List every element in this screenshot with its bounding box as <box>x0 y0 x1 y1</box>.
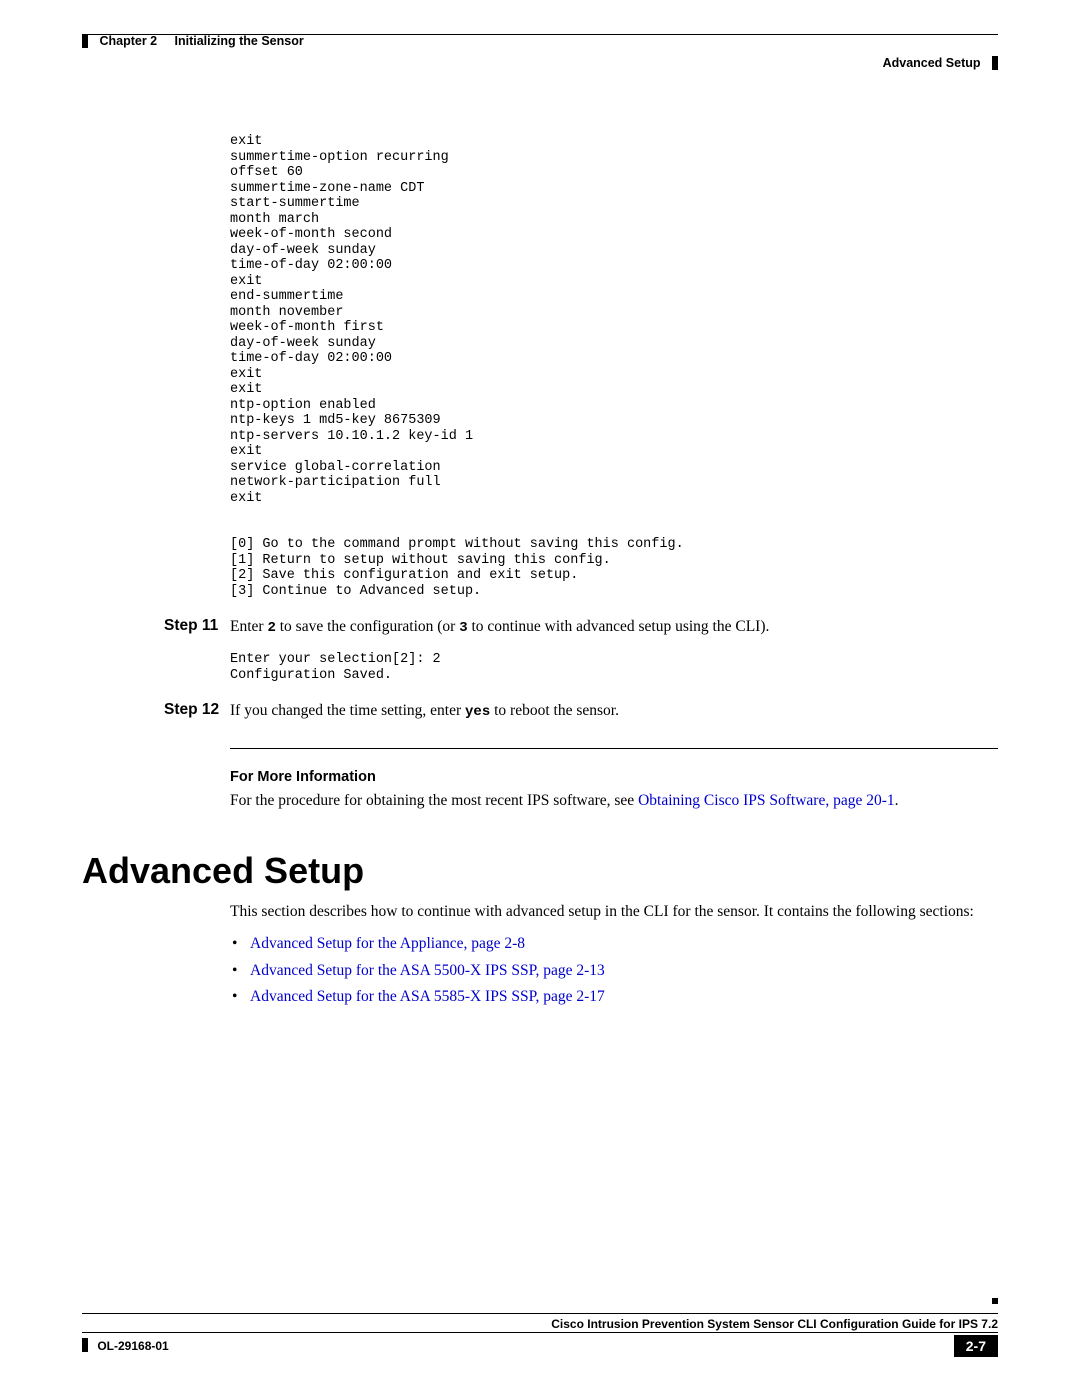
header-right-bar-icon <box>992 56 998 70</box>
step-11-code2: 3 <box>459 620 467 636</box>
for-more-text-pre: For the procedure for obtaining the most… <box>230 792 638 809</box>
code-block-2: Enter your selection[2]: 2 Configuration… <box>230 652 998 683</box>
bullet-link-2[interactable]: Advanced Setup for the ASA 5500-X IPS SS… <box>250 962 605 979</box>
step-12-code1: yes <box>465 704 490 720</box>
step-11-row: Step 11 Enter 2 to save the configuratio… <box>164 617 998 638</box>
step-11-mid: to save the configuration (or <box>276 618 459 635</box>
footer-bottom-row: OL-29168-01 2-7 <box>82 1335 998 1357</box>
footer-dot-icon <box>992 1298 998 1304</box>
bullet-link-3[interactable]: Advanced Setup for the ASA 5585-X IPS SS… <box>250 988 605 1005</box>
bullet-list: Advanced Setup for the Appliance, page 2… <box>250 931 998 1010</box>
step-12-row: Step 12 If you changed the time setting,… <box>164 701 998 722</box>
bullet-link-1[interactable]: Advanced Setup for the Appliance, page 2… <box>250 935 525 952</box>
section-intro: This section describes how to continue w… <box>230 902 998 923</box>
step-11-post: to continue with advanced setup using th… <box>468 618 770 635</box>
header-left: Chapter 2 Initializing the Sensor <box>82 34 304 49</box>
chapter-label: Chapter 2 <box>99 34 157 48</box>
header-bar-icon <box>82 34 88 48</box>
page-footer: Cisco Intrusion Prevention System Sensor… <box>82 1314 998 1357</box>
code-block-1: exit summertime-option recurring offset … <box>230 134 998 599</box>
step-11-text: Enter 2 to save the configuration (or 3 … <box>230 617 769 638</box>
section-rule <box>230 748 998 749</box>
page-header: Chapter 2 Initializing the Sensor Advanc… <box>82 34 998 74</box>
step-12-pre: If you changed the time setting, enter <box>230 702 465 719</box>
section-title: Advanced Setup <box>82 850 998 892</box>
footer-doc-title: Cisco Intrusion Prevention System Sensor… <box>82 1317 998 1331</box>
header-right: Advanced Setup <box>883 56 998 71</box>
section-right: Advanced Setup <box>883 56 981 70</box>
footer-bar-icon <box>82 1338 88 1352</box>
step-12-post: to reboot the sensor. <box>490 702 619 719</box>
chapter-title: Initializing the Sensor <box>175 34 304 48</box>
body-content: exit summertime-option recurring offset … <box>82 134 998 1010</box>
footer-doc-id: OL-29168-01 <box>82 1339 169 1354</box>
step-12-label: Step 12 <box>164 701 230 722</box>
list-item: Advanced Setup for the ASA 5500-X IPS SS… <box>250 958 998 984</box>
for-more-para: For the procedure for obtaining the most… <box>230 791 998 812</box>
list-item: Advanced Setup for the Appliance, page 2… <box>250 931 998 957</box>
footer-rule-top <box>82 1313 998 1314</box>
step-12-text: If you changed the time setting, enter y… <box>230 701 619 722</box>
for-more-heading: For More Information <box>230 769 998 785</box>
step-11-code1: 2 <box>267 620 275 636</box>
list-item: Advanced Setup for the ASA 5585-X IPS SS… <box>250 984 998 1010</box>
page-number: 2-7 <box>954 1335 998 1357</box>
step-11-label: Step 11 <box>164 617 230 638</box>
for-more-link[interactable]: Obtaining Cisco IPS Software, page 20-1 <box>638 792 895 809</box>
footer-doc-id-text: OL-29168-01 <box>97 1339 168 1353</box>
footer-rule-sep <box>82 1332 998 1333</box>
for-more-text-post: . <box>895 792 899 809</box>
step-11-pre: Enter <box>230 618 267 635</box>
